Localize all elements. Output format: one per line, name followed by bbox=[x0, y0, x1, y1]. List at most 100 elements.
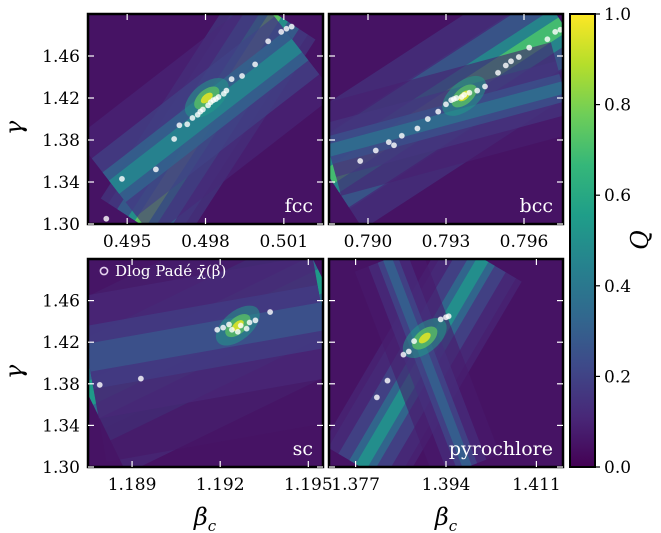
dlog-pade-point bbox=[424, 116, 431, 123]
y-tick-label: 1.34 bbox=[42, 173, 80, 193]
y-axis-label-top: γ bbox=[0, 120, 28, 135]
colorbar-tick-label: 0.6 bbox=[604, 186, 631, 206]
y-tick-label: 1.46 bbox=[42, 47, 80, 67]
dlog-pade-point bbox=[252, 317, 259, 324]
y-axis-label-bottom: γ bbox=[0, 364, 28, 379]
panel-label-fcc: fcc bbox=[285, 195, 313, 217]
y-tick-label: 1.42 bbox=[42, 89, 80, 109]
dlog-pade-point bbox=[502, 62, 509, 69]
dlog-pade-point bbox=[137, 375, 144, 382]
dlog-pade-point bbox=[252, 61, 259, 68]
colorbar-tick-label: 1.0 bbox=[604, 5, 631, 25]
dlog-pade-point bbox=[189, 114, 196, 121]
dlog-pade-point bbox=[199, 106, 206, 113]
dlog-pade-point bbox=[283, 25, 290, 32]
x-tick-label: 1.192 bbox=[196, 475, 245, 495]
colorbar-tick-label: 0.2 bbox=[604, 367, 631, 387]
ridge-band-1-layer-3 bbox=[88, 302, 323, 372]
panel-pyrochlore: 1.377 1.394 1.411 pyrochlore bbox=[327, 257, 565, 495]
dlog-pade-point bbox=[557, 26, 563, 33]
colorbar-gradient bbox=[569, 13, 596, 468]
dlog-pade-point bbox=[552, 28, 559, 35]
x-tick-label: 1.411 bbox=[512, 475, 561, 495]
dlog-pade-point bbox=[390, 142, 397, 149]
dlog-pade-point bbox=[171, 135, 178, 142]
dlog-pade-point bbox=[385, 139, 392, 146]
dlog-pade-point bbox=[118, 175, 125, 182]
dlog-pade-point bbox=[243, 325, 250, 332]
dlog-pade-point bbox=[373, 394, 380, 401]
dlog-pade-point bbox=[466, 89, 473, 96]
panel-label-pyrochlore: pyrochlore bbox=[449, 438, 553, 460]
dlog-pade-point bbox=[414, 125, 421, 132]
dlog-pade-point bbox=[228, 76, 235, 83]
legend: Dlog Padé χ̄(β) bbox=[99, 262, 226, 280]
x-axis-label-right: βc bbox=[434, 503, 458, 533]
peak-glow-2 bbox=[418, 332, 431, 344]
dlog-pade-point bbox=[405, 348, 412, 355]
y-tick-label: 1.34 bbox=[42, 416, 80, 436]
chart-panels: 0.495 0.498 0.5011.301.341.381.421.46fcc0.… bbox=[42, 12, 565, 495]
panel-label-sc: sc bbox=[293, 438, 313, 460]
dlog-pade-point bbox=[526, 44, 533, 51]
x-tick-label: 1.195 bbox=[284, 475, 333, 495]
dlog-pade-point bbox=[481, 83, 488, 90]
colorbar-tick-label: 0.8 bbox=[604, 96, 631, 116]
colorbar-tick-label: 0.0 bbox=[604, 458, 631, 478]
ridge-band-1-layer-3 bbox=[383, 259, 472, 467]
dlog-pade-point bbox=[103, 215, 110, 222]
x-tick-label: 1.394 bbox=[422, 475, 471, 495]
dlog-pade-point bbox=[453, 95, 460, 102]
x-tick-label: 1.189 bbox=[108, 475, 157, 495]
dlog-pade-point bbox=[184, 121, 191, 128]
dlog-pade-point bbox=[237, 322, 244, 329]
x-tick-label: 0.793 bbox=[422, 232, 471, 252]
y-tick-label: 1.38 bbox=[42, 375, 80, 395]
y-tick-label: 1.46 bbox=[42, 292, 80, 312]
dlog-pade-point bbox=[215, 93, 222, 100]
x-tick-label: 0.498 bbox=[181, 232, 230, 252]
dlog-pade-point bbox=[411, 338, 418, 345]
dlog-pade-point bbox=[357, 157, 364, 164]
dlog-pade-point bbox=[461, 91, 468, 98]
dlog-pade-point bbox=[239, 72, 246, 79]
dlog-pade-point bbox=[400, 351, 407, 358]
dlog-pade-point bbox=[223, 87, 230, 94]
dlog-pade-point bbox=[445, 313, 452, 320]
dlog-pade-point bbox=[515, 54, 522, 61]
colorbar: 0.0 0.2 0.4 0.6 0.8 1.0 Q bbox=[569, 5, 654, 478]
panel-frame bbox=[86, 257, 325, 469]
dlog-pade-point bbox=[265, 38, 272, 45]
dlog-pade-point bbox=[267, 309, 274, 316]
dlog-pade-point bbox=[384, 377, 391, 384]
y-tick-label: 1.42 bbox=[42, 333, 80, 353]
panel-label-bcc: bcc bbox=[520, 195, 553, 217]
dlog-pade-point bbox=[246, 319, 253, 326]
dlog-pade-point bbox=[474, 87, 481, 94]
x-tick-label: 0.790 bbox=[344, 232, 393, 252]
dlog-pade-point bbox=[176, 122, 183, 129]
dlog-pade-point bbox=[288, 23, 295, 30]
x-axis-label-left: βc bbox=[193, 503, 217, 533]
panel-sc: 1.189 1.192 1.195 1.30 1.34 1.38 1.42 1.46 sc Dlo… bbox=[42, 257, 333, 495]
y-tick-label: 1.38 bbox=[42, 131, 80, 151]
dlog-pade-point bbox=[96, 381, 103, 388]
dlog-pade-point bbox=[435, 108, 442, 115]
colorbar-label: Q bbox=[626, 230, 654, 250]
ridge-band-1-layer-3 bbox=[329, 81, 563, 157]
dlog-pade-point bbox=[225, 321, 232, 328]
x-tick-label: 0.501 bbox=[259, 232, 308, 252]
panel-fcc: 0.495 0.498 0.501 1.30 1.34 1.38 1.42 1.46 fcc bbox=[42, 12, 325, 252]
y-tick-label: 1.30 bbox=[42, 458, 80, 478]
dlog-pade-point bbox=[372, 147, 379, 154]
dlog-pade-point bbox=[228, 326, 235, 333]
dlog-pade-point bbox=[494, 69, 501, 76]
dlog-pade-point bbox=[398, 132, 405, 139]
dlog-pade-point bbox=[152, 166, 159, 173]
legend-text: Dlog Padé χ̄(β) bbox=[115, 262, 226, 280]
panel-bcc: 0.790 0.793 0.796 bcc bbox=[327, 12, 565, 252]
dlog-pade-point bbox=[437, 316, 444, 323]
dlog-pade-point bbox=[234, 328, 241, 335]
dlog-pade-point bbox=[442, 101, 449, 108]
